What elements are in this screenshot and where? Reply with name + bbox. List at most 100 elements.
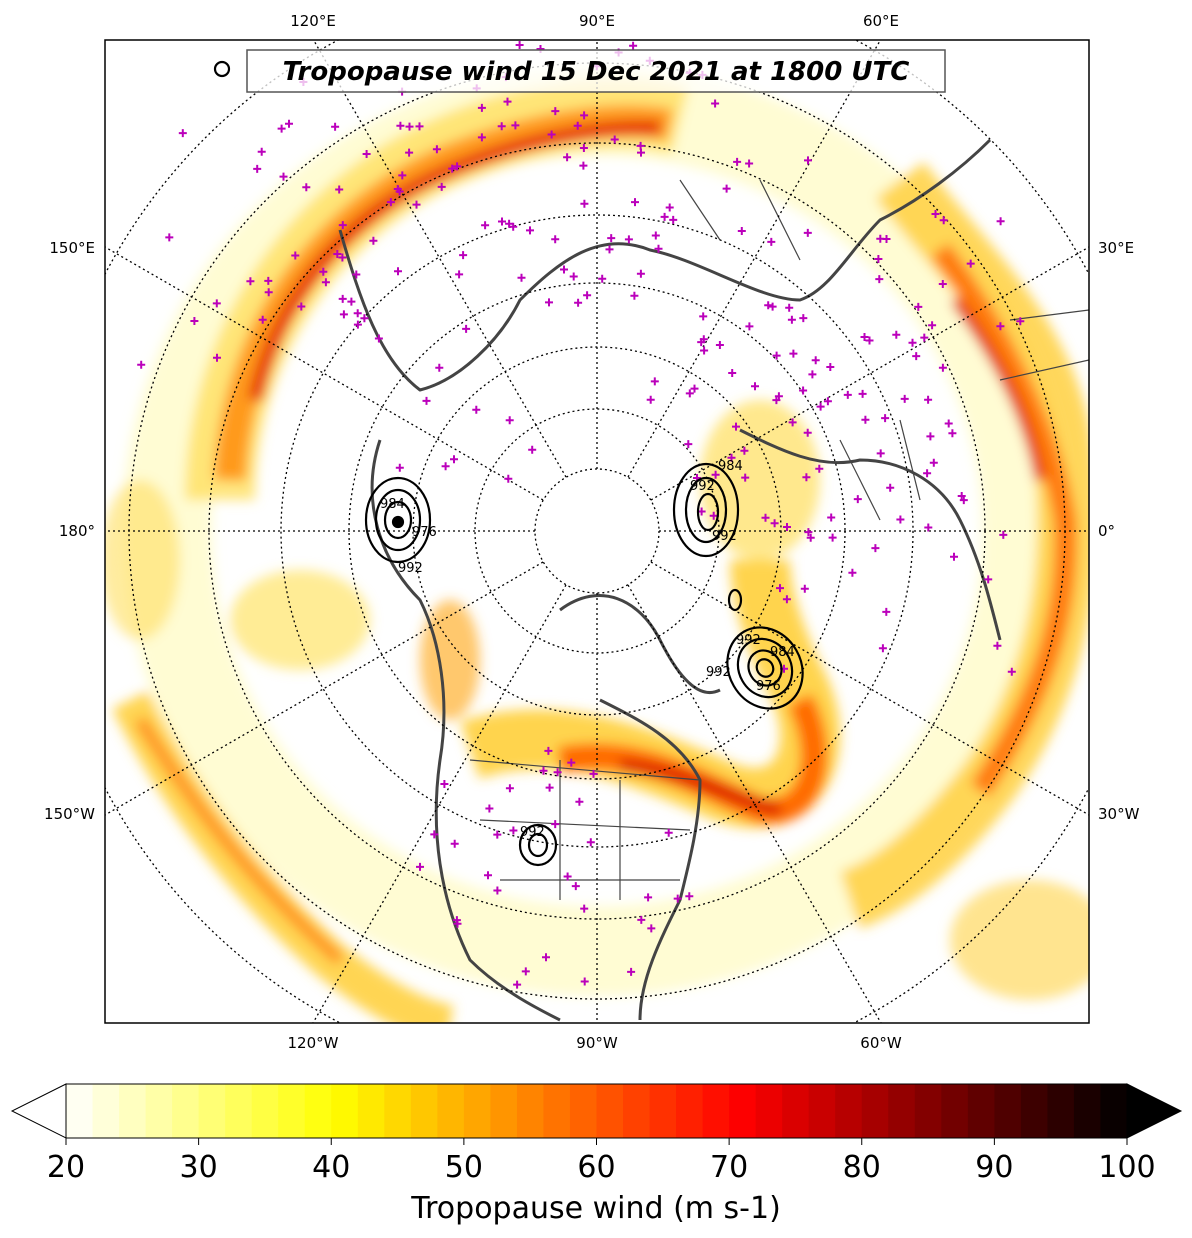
- colorbar-extend-high: [1126, 1083, 1183, 1139]
- colorbar-tick-label: 30: [180, 1150, 218, 1185]
- station-marker: [624, 235, 633, 244]
- station-marker: [509, 222, 518, 231]
- colorbar-cell: [516, 1084, 545, 1138]
- station-marker: [450, 455, 458, 464]
- station-marker: [772, 351, 781, 360]
- station-marker: [774, 392, 783, 401]
- station-marker: [551, 235, 560, 244]
- station-marker: [137, 360, 146, 369]
- colorbar-cell: [861, 1084, 889, 1138]
- station-marker: [699, 312, 708, 321]
- station-marker: [737, 227, 746, 235]
- colorbar-cell: [569, 1084, 598, 1138]
- station-marker: [513, 980, 522, 989]
- colorbar-tick-label: 70: [710, 1150, 748, 1185]
- contour-label: 992: [736, 633, 761, 648]
- station-marker: [636, 141, 645, 150]
- station-marker: [339, 310, 348, 319]
- station-marker: [440, 780, 449, 788]
- station-marker: [636, 269, 645, 278]
- station-marker: [257, 147, 266, 156]
- station-marker: [966, 259, 975, 268]
- station-marker: [405, 148, 414, 157]
- station-marker: [627, 967, 636, 976]
- station-marker: [1016, 317, 1025, 326]
- station-marker: [876, 449, 885, 458]
- contour-label: 992: [706, 665, 731, 680]
- station-marker: [892, 330, 901, 339]
- station-marker: [213, 353, 221, 362]
- station-marker: [751, 382, 759, 391]
- colorbar-cell: [1073, 1084, 1102, 1138]
- colorbar-cell: [357, 1084, 385, 1138]
- title-box: Tropopause wind 15 Dec 2021 at 1800 UTC: [213, 49, 946, 93]
- station-marker: [264, 288, 273, 297]
- colorbar-cell: [1100, 1084, 1128, 1138]
- colorbar-cell: [808, 1084, 836, 1138]
- station-marker: [580, 111, 589, 120]
- station-marker: [785, 303, 794, 312]
- coast-east-america: [599, 698, 702, 1021]
- colorbar-cell: [92, 1084, 120, 1138]
- station-marker: [605, 245, 614, 254]
- station-marker: [654, 244, 663, 253]
- station-marker: [865, 336, 874, 345]
- contour-labels: 992 984 976 992 992 984 992 992 976 984 …: [380, 459, 795, 840]
- colorbar-cell: [145, 1084, 173, 1138]
- contour-small: [727, 588, 743, 612]
- station-marker: [544, 746, 553, 755]
- station-marker: [493, 886, 502, 895]
- station-marker: [374, 334, 383, 343]
- station-marker: [928, 321, 937, 330]
- station-marker: [360, 314, 369, 323]
- station-marker: [876, 234, 885, 243]
- station-marker: [803, 228, 812, 237]
- station-marker: [912, 352, 921, 361]
- station-marker: [560, 265, 568, 274]
- station-marker: [722, 184, 731, 193]
- station-marker: [448, 164, 457, 173]
- station-marker: [631, 198, 639, 207]
- station-marker: [551, 820, 560, 829]
- station-marker: [993, 641, 1002, 650]
- station-marker: [437, 182, 446, 191]
- station-marker: [353, 320, 362, 329]
- station-marker: [637, 915, 646, 924]
- coast-greenland: [559, 594, 721, 694]
- station-marker: [579, 161, 588, 170]
- station-marker: [664, 828, 673, 837]
- station-marker: [996, 322, 1005, 331]
- contour-label: 992: [712, 529, 737, 544]
- station-marker: [291, 251, 300, 260]
- station-marker: [459, 251, 468, 260]
- station-marker: [498, 217, 506, 226]
- colorbar-tick-label: 60: [577, 1150, 615, 1185]
- station-marker: [1007, 667, 1016, 676]
- station-marker: [598, 274, 607, 283]
- station-marker: [926, 432, 935, 441]
- station-marker: [727, 453, 736, 462]
- station-marker: [335, 185, 344, 194]
- station-marker: [563, 872, 572, 881]
- station-marker: [715, 341, 724, 349]
- station-marker: [709, 511, 718, 520]
- station-marker: [651, 231, 660, 240]
- station-marker: [882, 607, 891, 616]
- station-marker: [333, 250, 342, 258]
- station-marker: [505, 784, 514, 793]
- station-marker: [806, 533, 815, 542]
- station-marker: [996, 217, 1005, 226]
- station-marker: [815, 464, 824, 473]
- colorbar-cell: [1047, 1084, 1075, 1138]
- station-marker: [547, 130, 556, 139]
- lon-label-bottom: 90°W: [576, 1034, 618, 1052]
- station-marker: [481, 221, 490, 230]
- lon-label-bottom: 120°W: [288, 1034, 339, 1052]
- station-marker: [607, 234, 616, 243]
- station-marker: [878, 644, 887, 653]
- station-marker: [650, 377, 659, 386]
- station-marker: [412, 200, 421, 209]
- station-marker: [959, 496, 968, 505]
- station-marker: [848, 568, 857, 577]
- contour-label: 992: [690, 479, 715, 494]
